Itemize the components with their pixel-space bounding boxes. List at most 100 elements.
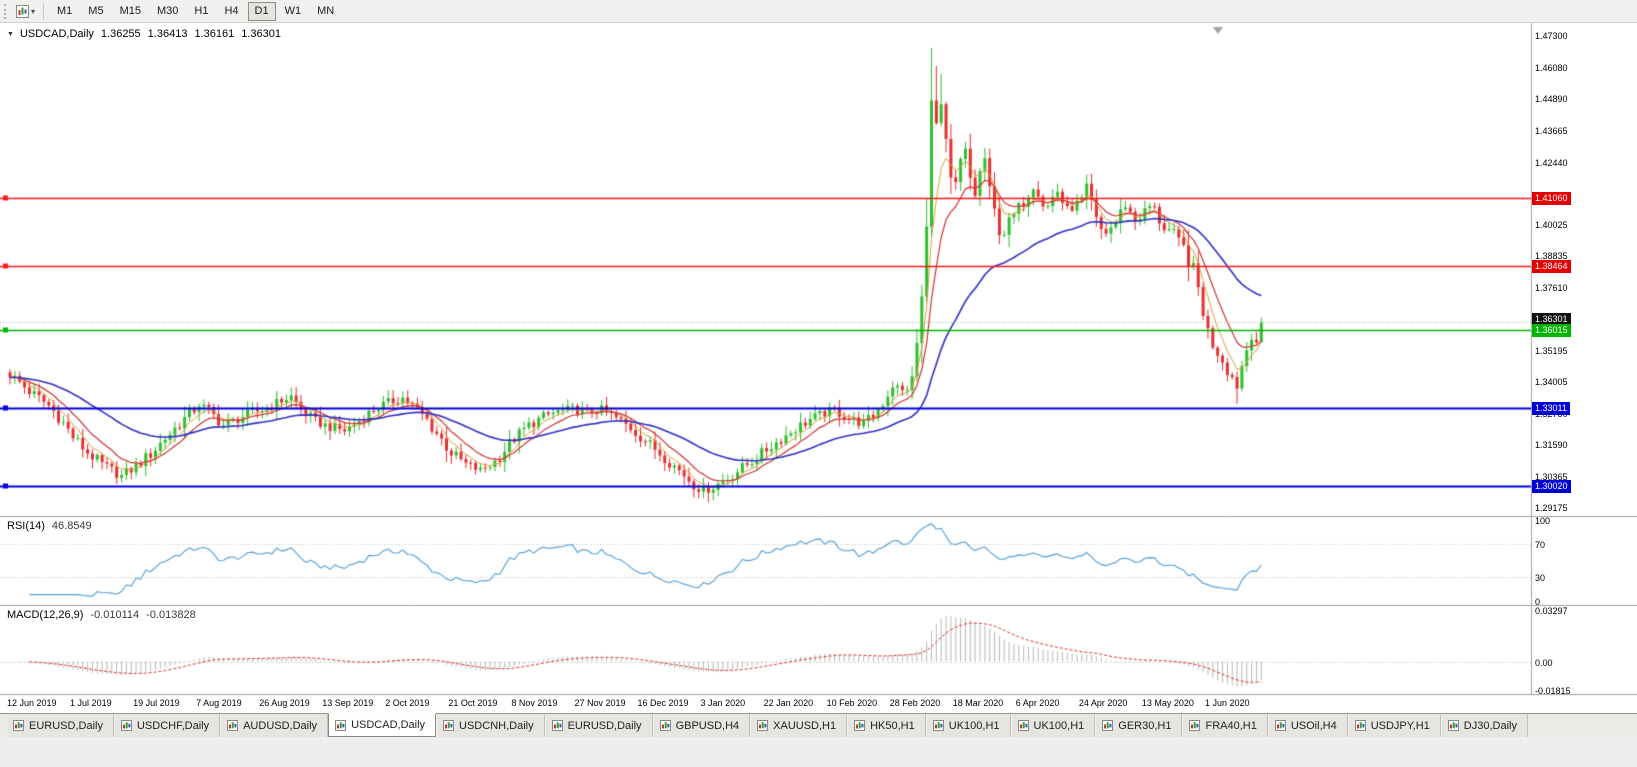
timeframe-button-m15[interactable]: M15 [119,4,141,17]
date-axis-label: 2 Oct 2019 [385,698,430,708]
date-axis-label: 18 Mar 2020 [952,698,1004,708]
ohlc-close: 1.36301 [241,28,281,40]
date-axis-label: 16 Dec 2019 [637,698,689,708]
chart-tab-usdcad-daily[interactable]: USDCAD,Daily [328,713,437,737]
rsi-indicator-header: RSI(14) 46.8549 [7,520,92,532]
hline-price-label: 1.30020 [1532,479,1571,493]
mini-chart-icon [1447,720,1459,731]
chart-tab-uk100-h1[interactable]: UK100,H1 [925,714,1011,737]
chart-tab-hk50-h1[interactable]: HK50,H1 [847,714,926,737]
macd-signal-value: -0.013828 [146,609,196,621]
rsi-axis-label: 30 [1535,572,1546,583]
tab-label: USDCAD,Daily [351,719,426,731]
chart-dropdown-icon[interactable]: ▼ [7,30,14,38]
ohlc-open: 1.36255 [100,28,141,40]
price-axis-label: 1.30365 [1535,471,1568,482]
mini-chart-icon [659,720,671,731]
date-axis-label: 3 Jan 2020 [700,698,746,708]
tab-label: EURUSD,Daily [29,719,103,732]
price-axis-label: 1.37610 [1535,283,1568,294]
tab-label: FRA40,H1 [1205,719,1257,732]
date-axis-label: 28 Feb 2020 [889,698,941,708]
tab-label: HK50,H1 [870,719,915,732]
chart-tab-usdjpy-h1[interactable]: USDJPY,H1 [1347,714,1441,737]
timeframe-button-h4[interactable]: H4 [224,4,239,17]
date-axis-label: 13 Sep 2019 [322,698,374,708]
date-axis-label: 22 Jan 2020 [763,698,814,708]
mini-chart-icon [443,720,455,731]
macd-axis-label: 0.03297 [1535,606,1568,617]
timeframe-button-mn[interactable]: MN [317,4,335,17]
price-axis-label: 1.46080 [1535,62,1568,73]
chart-tab-uk100-h1[interactable]: UK100,H1 [1010,714,1096,737]
tab-label: DJ30,Daily [1463,719,1517,732]
mini-chart-icon [551,720,563,731]
tab-label: USDJPY,H1 [1370,719,1430,732]
toolbar-grip[interactable] [4,3,11,19]
tab-label: USDCNH,Daily [459,719,534,732]
chart-tab-eurusd-daily[interactable]: EURUSD,Daily [544,714,653,737]
chart-ohlc-header: ▼ USDCAD,Daily 1.36255 1.36413 1.36161 1… [7,28,281,40]
tab-label: USDCHF,Daily [136,719,210,732]
price-axis-label: 1.43665 [1535,125,1568,136]
chevron-down-icon[interactable]: ▾ [31,6,36,16]
rsi-name: RSI(14) [7,520,45,532]
chart-tab-usdchf-daily[interactable]: USDCHF,Daily [113,714,221,737]
hline-price-label: 1.38464 [1532,260,1571,274]
price-axis-label: 1.40025 [1535,220,1568,231]
chart-icon[interactable] [16,4,29,18]
date-axis-label: 1 Jul 2019 [70,698,112,708]
chart-tab-audusd-daily[interactable]: AUDUSD,Daily [220,714,329,737]
tab-label: AUDUSD,Daily [243,719,318,732]
tab-label: UK100,H1 [948,719,1000,732]
macd-axis-label: -0.01815 [1535,685,1571,696]
chart-tab-usdcnh-daily[interactable]: USDCNH,Daily [436,714,545,737]
price-axis-label: 1.34005 [1535,377,1568,388]
chart-tab-ger30-h1[interactable]: GER30,H1 [1095,714,1183,737]
chart-tab-fra40-h1[interactable]: FRA40,H1 [1182,714,1268,737]
chart-tab-gbpusd-h4[interactable]: GBPUSD,H4 [652,714,751,737]
price-axis-label: 1.38835 [1535,251,1568,262]
date-axis-label: 13 May 2020 [1141,698,1194,708]
chart-tab-dj30-daily[interactable]: DJ30,Daily [1440,714,1528,737]
macd-axis-label: 0.00 [1535,657,1553,668]
mini-chart-icon [854,720,866,731]
timeframe-button-m5[interactable]: M5 [88,4,104,17]
chart-tab-bar: EURUSD,Daily USDCHF,Daily AUDUSD,Daily USDC… [0,713,1637,737]
date-axis-label: 19 Jul 2019 [133,698,180,708]
mini-chart-icon [757,720,769,731]
hline-price-label: 1.33011 [1532,402,1570,416]
mini-chart-icon [1189,720,1201,731]
rsi-axis-label: 100 [1535,516,1551,526]
ohlc-high: 1.36413 [147,28,188,40]
timeframe-button-d1[interactable]: D1 [247,1,276,21]
ohlc-low: 1.36161 [194,28,235,40]
price-axis-label: 1.47300 [1535,31,1568,41]
timeframe-toolbar: ▾ M1 M5 M15 M30 H1 H4 D1 W1 MN [0,0,1637,23]
chart-tab-usoil-h4[interactable]: USOil,H4 [1267,714,1348,737]
price-axis-label: 1.35195 [1535,346,1568,357]
timeframe-button-m30[interactable]: M30 [156,4,179,17]
current-price-label: 1.36301 [1532,313,1571,327]
mini-chart-icon [1274,720,1286,731]
chart-tab-xauusd-h1[interactable]: XAUUSD,H1 [750,714,848,737]
timeframe-button-m1[interactable]: M1 [57,4,73,17]
price-axis-label: 1.31590 [1535,440,1568,451]
price-axis-label: 1.44890 [1535,93,1568,104]
tab-label: EURUSD,Daily [567,719,642,732]
rsi-value: 46.8549 [51,520,92,532]
date-axis-label: 10 Feb 2020 [826,698,878,708]
date-axis-label: 8 Nov 2019 [511,698,558,708]
price-axis-label: 1.42440 [1535,157,1568,168]
timeframe-button-h1[interactable]: H1 [194,4,209,17]
date-axis-label: 24 Apr 2020 [1078,698,1128,708]
tab-label: UK100,H1 [1033,719,1085,732]
tab-label: USOil,H4 [1290,719,1337,732]
mini-chart-icon [1102,720,1114,731]
mini-chart-icon [932,720,944,731]
hline-price-label: 1.36015 [1532,323,1571,337]
timeframe-buttons: M1 M5 M15 M30 H1 H4 D1 W1 MN [49,1,342,21]
timeframe-button-w1[interactable]: W1 [284,4,302,17]
chart-tab-eurusd-daily[interactable]: EURUSD,Daily [6,714,114,737]
